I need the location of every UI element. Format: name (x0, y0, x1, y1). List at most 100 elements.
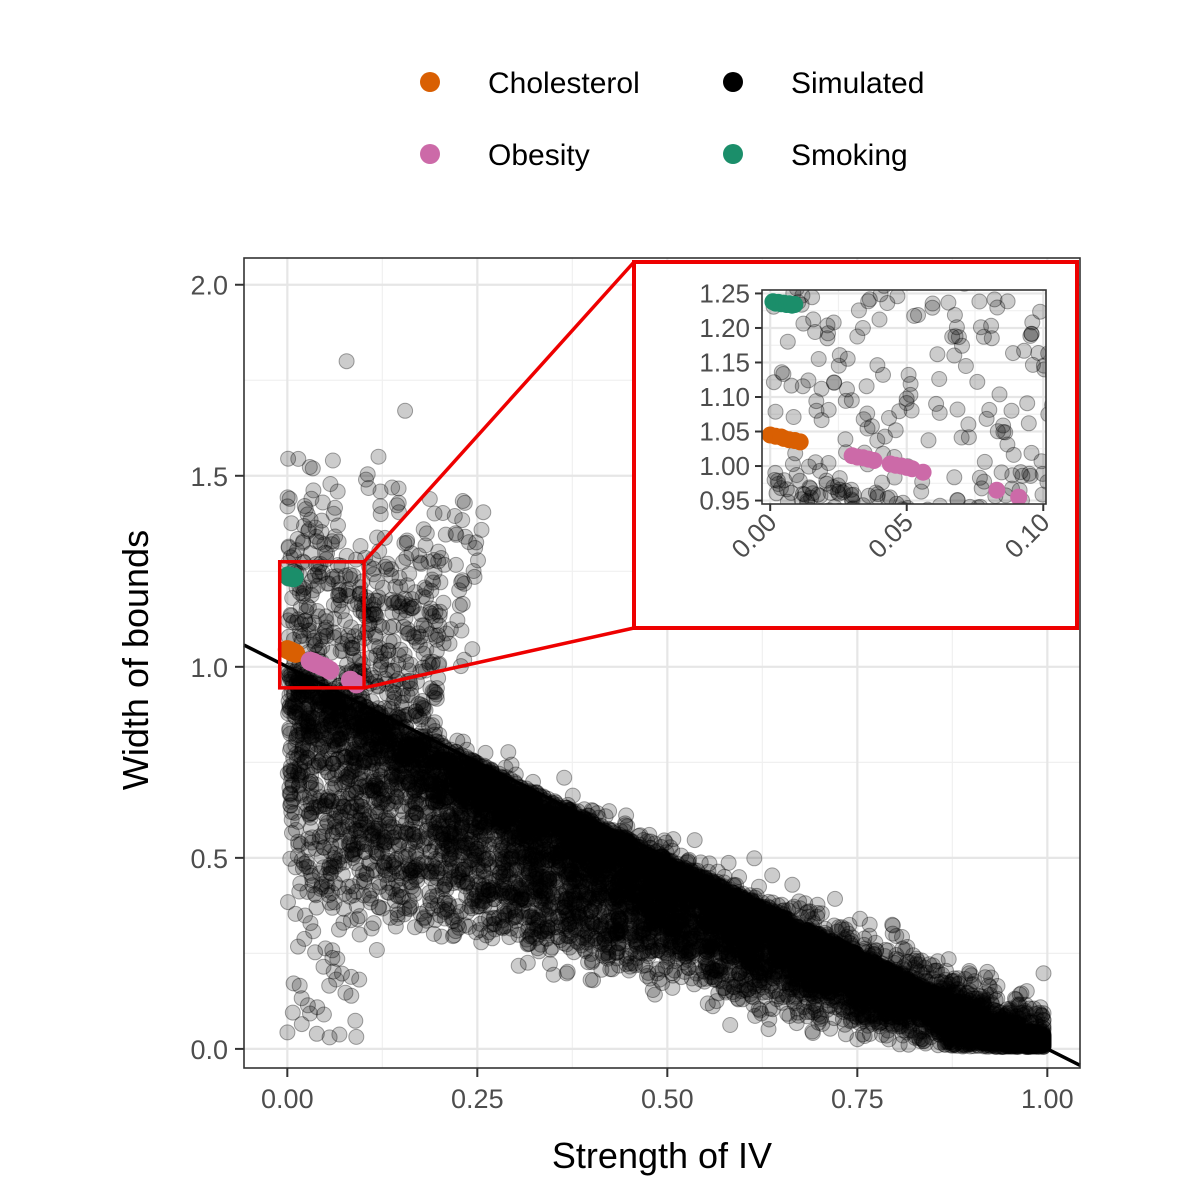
simulated-point (645, 906, 662, 923)
main-grid (244, 258, 1080, 1068)
simulated-point (808, 1002, 825, 1019)
simulated-point (556, 812, 573, 829)
simulated-point (796, 946, 813, 963)
simulated-point (859, 980, 876, 996)
simulated-point (397, 751, 414, 768)
simulated-point (979, 1028, 996, 1045)
simulated-point (787, 960, 804, 977)
simulated-point (1027, 1023, 1044, 1040)
simulated-point (821, 952, 838, 969)
simulated-point (590, 851, 607, 868)
legend-marker-smoking (723, 144, 743, 164)
simulated-point (916, 1006, 933, 1023)
simulated-point (490, 822, 507, 839)
simulated-point (331, 856, 348, 872)
simulated-point (352, 765, 369, 782)
legend-item-simulated: Simulated (723, 67, 924, 100)
simulated-point (789, 968, 806, 985)
simulated-point (887, 983, 904, 1000)
simulated-point (764, 867, 781, 884)
simulated-point (589, 850, 606, 867)
simulated-point (604, 862, 621, 879)
simulated-point (498, 781, 515, 798)
simulated-point (813, 948, 830, 965)
legend-marker-obesity (420, 144, 440, 164)
simulated-point (921, 1014, 938, 1031)
simulated-point (684, 930, 701, 947)
simulated-point (499, 793, 516, 810)
simulated-point (282, 797, 299, 814)
simulated-point (653, 899, 670, 916)
simulated-point (807, 970, 824, 987)
simulated-point (425, 794, 441, 810)
simulated-point (421, 830, 438, 847)
simulated-point (368, 942, 385, 958)
legend-label-smoking: Smoking (791, 139, 908, 172)
simulated-point (456, 838, 473, 855)
simulated-point (710, 985, 727, 1002)
simulated-point (572, 873, 589, 889)
simulated-point (799, 968, 816, 985)
simulated-point (459, 787, 476, 804)
simulated-point (451, 778, 468, 795)
simulated-point (998, 1030, 1015, 1047)
legend-label-cholesterol: Cholesterol (488, 67, 640, 100)
simulated-point (372, 781, 389, 798)
simulated-point (524, 824, 541, 841)
simulated-point (849, 995, 866, 1012)
simulated-point (673, 868, 690, 885)
simulated-point (630, 879, 646, 896)
simulated-point (303, 773, 320, 790)
simulated-point (874, 984, 891, 1000)
simulated-point (494, 804, 511, 821)
simulated-point (746, 850, 763, 867)
simulated-point (987, 1038, 1004, 1055)
simulated-point (728, 929, 745, 946)
simulated-point (405, 752, 422, 769)
simulated-point (795, 962, 812, 979)
simulated-point (610, 934, 626, 951)
simulated-point (1035, 1027, 1052, 1043)
simulated-point (783, 976, 800, 993)
simulated-point (743, 938, 760, 954)
simulated-point (372, 656, 389, 673)
simulated-point (300, 716, 317, 733)
simulated-point (664, 881, 681, 898)
simulated-point (813, 961, 830, 978)
simulated-point (888, 983, 905, 1000)
simulated-point (564, 824, 580, 841)
simulated-point (754, 910, 771, 927)
simulated-point (491, 813, 508, 830)
simulated-point (652, 933, 669, 950)
simulated-point (1035, 965, 1052, 982)
simulated-point (565, 844, 582, 861)
legend-item-cholesterol: Cholesterol (420, 67, 640, 100)
simulated-point (407, 885, 424, 902)
simulated-point (516, 827, 533, 844)
simulated-point (824, 950, 841, 967)
simulated-point (667, 868, 684, 885)
simulated-point (924, 1006, 941, 1023)
simulated-point (772, 949, 789, 966)
legend-label-simulated: Simulated (791, 67, 924, 100)
simulated-point (801, 970, 818, 987)
simulated-point (731, 965, 748, 982)
simulated-point (391, 882, 408, 899)
simulated-point (455, 780, 472, 797)
simulated-point (601, 852, 618, 869)
simulated-point (868, 973, 885, 990)
simulated-point (358, 866, 375, 883)
simulated-point (629, 858, 646, 875)
simulated-point (960, 1036, 977, 1053)
simulated-point (281, 720, 298, 737)
simulated-point (365, 915, 382, 932)
simulated-point (882, 989, 898, 1006)
legend-marker-cholesterol (420, 72, 440, 92)
simulated-point (501, 801, 518, 818)
simulated-point (346, 710, 363, 727)
simulated-point (575, 898, 592, 914)
simulated-point (570, 819, 587, 836)
simulated-point (625, 860, 642, 877)
simulated-point (560, 832, 577, 849)
simulated-point (820, 941, 837, 958)
